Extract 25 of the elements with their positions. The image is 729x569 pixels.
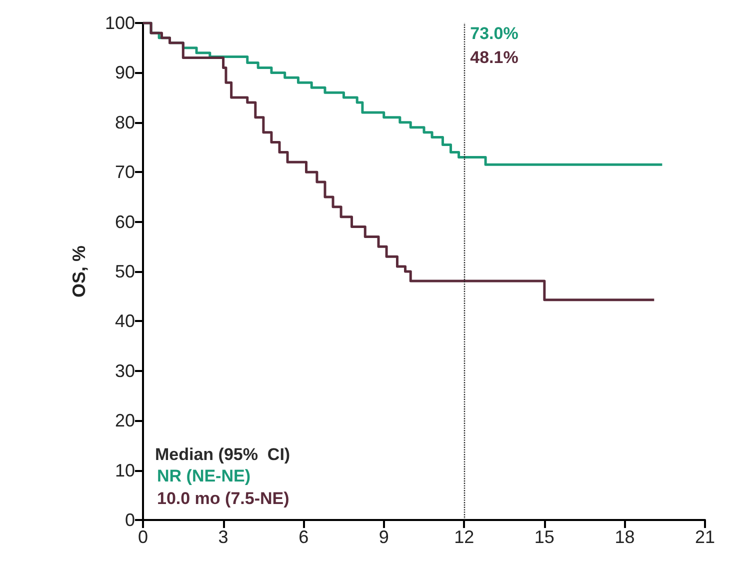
- text: NR (NE-NE): [157, 466, 250, 486]
- x-tick-label: 3: [218, 527, 228, 547]
- y-tick-label: 40: [114, 311, 135, 332]
- y-axis-title: OS, %: [69, 245, 89, 298]
- legend-title: Median (95% CI): [155, 445, 290, 464]
- y-tick-label: 90: [114, 62, 135, 83]
- annotation: 73.0%: [470, 24, 518, 43]
- x-tick-label: 9: [378, 527, 389, 547]
- x-tick-label: 18: [614, 527, 635, 547]
- y-tick-label: 0: [124, 510, 135, 530]
- x-tick-label: 6: [298, 527, 309, 547]
- y-tick-label: 10: [114, 460, 135, 480]
- y-tick-label: 80: [114, 112, 135, 132]
- y-tick-label: 50: [114, 262, 135, 282]
- text: 10.0 mo (7.5-NE): [157, 489, 290, 508]
- annotation: 48.1%: [470, 48, 518, 67]
- y-tick-label: 60: [114, 212, 135, 232]
- y-tick-label: 20: [114, 410, 135, 431]
- y-tick-label: 100: [104, 13, 135, 33]
- x-tick-label: 12: [454, 527, 474, 547]
- y-tick-label: 30: [114, 360, 135, 381]
- y-tick-label: 70: [114, 162, 135, 182]
- x-tick-label: 0: [138, 527, 148, 547]
- x-tick-label: 15: [534, 527, 554, 547]
- x-tick-label: 21: [694, 527, 716, 547]
